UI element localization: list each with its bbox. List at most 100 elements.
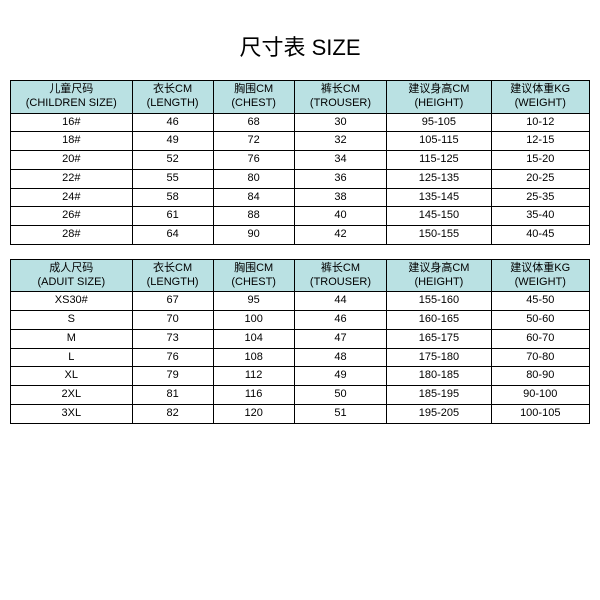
table-cell: 76 bbox=[132, 348, 213, 367]
table-row: 18#497232105-11512-15 bbox=[11, 132, 590, 151]
header-cn: 成人尺码 bbox=[12, 262, 131, 276]
table-cell: 26# bbox=[11, 207, 133, 226]
header-en: (CHEST) bbox=[215, 97, 293, 111]
table-cell: 38 bbox=[294, 188, 387, 207]
table-row: 20#527634115-12515-20 bbox=[11, 151, 590, 170]
page-title: 尺寸表 SIZE bbox=[10, 30, 590, 62]
table-row: L7610848175-18070-80 bbox=[11, 348, 590, 367]
table-cell: 50 bbox=[294, 386, 387, 405]
table-cell: 116 bbox=[213, 386, 294, 405]
table-cell: 81 bbox=[132, 386, 213, 405]
header-cn: 裤长CM bbox=[296, 83, 386, 97]
header-cn: 建议体重KG bbox=[493, 83, 588, 97]
column-header: 建议身高CM(HEIGHT) bbox=[387, 259, 491, 292]
table-row: S7010046160-16550-60 bbox=[11, 311, 590, 330]
table-cell: 120 bbox=[213, 404, 294, 423]
table-row: 22#558036125-13520-25 bbox=[11, 169, 590, 188]
table-cell: 115-125 bbox=[387, 151, 491, 170]
table-cell: 64 bbox=[132, 226, 213, 245]
table-cell: 68 bbox=[213, 113, 294, 132]
header-en: (LENGTH) bbox=[134, 276, 212, 290]
table-cell: 44 bbox=[294, 292, 387, 311]
table-cell: XS30# bbox=[11, 292, 133, 311]
header-cn: 建议身高CM bbox=[388, 83, 489, 97]
table-cell: 80 bbox=[213, 169, 294, 188]
table-cell: 32 bbox=[294, 132, 387, 151]
column-header: 胸围CM(CHEST) bbox=[213, 81, 294, 114]
table-cell: 80-90 bbox=[491, 367, 589, 386]
table-cell: 55 bbox=[132, 169, 213, 188]
table-cell: 16# bbox=[11, 113, 133, 132]
children-header-row: 儿童尺码(CHILDREN SIZE)衣长CM(LENGTH)胸围CM(CHES… bbox=[11, 81, 590, 114]
table-cell: M bbox=[11, 329, 133, 348]
header-cn: 儿童尺码 bbox=[12, 83, 131, 97]
table-cell: 10-12 bbox=[491, 113, 589, 132]
table-cell: 90 bbox=[213, 226, 294, 245]
table-cell: S bbox=[11, 311, 133, 330]
table-cell: 3XL bbox=[11, 404, 133, 423]
table-cell: 79 bbox=[132, 367, 213, 386]
table-cell: 58 bbox=[132, 188, 213, 207]
table-row: 26#618840145-15035-40 bbox=[11, 207, 590, 226]
table-cell: 76 bbox=[213, 151, 294, 170]
table-cell: 49 bbox=[294, 367, 387, 386]
table-cell: 108 bbox=[213, 348, 294, 367]
table-cell: 42 bbox=[294, 226, 387, 245]
header-en: (CHEST) bbox=[215, 276, 293, 290]
header-cn: 衣长CM bbox=[134, 83, 212, 97]
table-cell: 22# bbox=[11, 169, 133, 188]
table-row: 3XL8212051195-205100-105 bbox=[11, 404, 590, 423]
table-cell: 100 bbox=[213, 311, 294, 330]
table-row: 16#46683095-10510-12 bbox=[11, 113, 590, 132]
table-cell: 28# bbox=[11, 226, 133, 245]
table-cell: 30 bbox=[294, 113, 387, 132]
header-cn: 胸围CM bbox=[215, 262, 293, 276]
header-cn: 胸围CM bbox=[215, 83, 293, 97]
table-cell: 49 bbox=[132, 132, 213, 151]
column-header: 建议体重KG(WEIGHT) bbox=[491, 259, 589, 292]
table-cell: 47 bbox=[294, 329, 387, 348]
table-row: M7310447165-17560-70 bbox=[11, 329, 590, 348]
column-header: 儿童尺码(CHILDREN SIZE) bbox=[11, 81, 133, 114]
table-cell: L bbox=[11, 348, 133, 367]
header-en: (ADUIT SIZE) bbox=[12, 276, 131, 290]
table-cell: 34 bbox=[294, 151, 387, 170]
table-row: XL7911249180-18580-90 bbox=[11, 367, 590, 386]
header-en: (WEIGHT) bbox=[493, 97, 588, 111]
adult-header-row: 成人尺码(ADUIT SIZE)衣长CM(LENGTH)胸围CM(CHEST)裤… bbox=[11, 259, 590, 292]
table-cell: 112 bbox=[213, 367, 294, 386]
table-cell: 67 bbox=[132, 292, 213, 311]
column-header: 建议身高CM(HEIGHT) bbox=[387, 81, 491, 114]
table-cell: 104 bbox=[213, 329, 294, 348]
table-cell: 155-160 bbox=[387, 292, 491, 311]
table-cell: 36 bbox=[294, 169, 387, 188]
table-cell: 35-40 bbox=[491, 207, 589, 226]
table-cell: 50-60 bbox=[491, 311, 589, 330]
header-cn: 建议体重KG bbox=[493, 262, 588, 276]
table-cell: 20-25 bbox=[491, 169, 589, 188]
table-cell: 180-185 bbox=[387, 367, 491, 386]
table-cell: 46 bbox=[132, 113, 213, 132]
table-cell: 82 bbox=[132, 404, 213, 423]
table-cell: 95 bbox=[213, 292, 294, 311]
table-cell: 15-20 bbox=[491, 151, 589, 170]
column-header: 建议体重KG(WEIGHT) bbox=[491, 81, 589, 114]
table-cell: 88 bbox=[213, 207, 294, 226]
header-en: (WEIGHT) bbox=[493, 276, 588, 290]
table-cell: 145-150 bbox=[387, 207, 491, 226]
table-cell: 18# bbox=[11, 132, 133, 151]
table-row: XS30#679544155-16045-50 bbox=[11, 292, 590, 311]
header-en: (TROUSER) bbox=[296, 276, 386, 290]
table-cell: 100-105 bbox=[491, 404, 589, 423]
table-cell: 24# bbox=[11, 188, 133, 207]
table-cell: 20# bbox=[11, 151, 133, 170]
table-cell: 185-195 bbox=[387, 386, 491, 405]
table-row: 28#649042150-15540-45 bbox=[11, 226, 590, 245]
tables-container: 儿童尺码(CHILDREN SIZE)衣长CM(LENGTH)胸围CM(CHES… bbox=[10, 80, 590, 424]
header-cn: 衣长CM bbox=[134, 262, 212, 276]
table-cell: 135-145 bbox=[387, 188, 491, 207]
table-cell: 175-180 bbox=[387, 348, 491, 367]
table-cell: 25-35 bbox=[491, 188, 589, 207]
header-cn: 裤长CM bbox=[296, 262, 386, 276]
table-cell: 72 bbox=[213, 132, 294, 151]
